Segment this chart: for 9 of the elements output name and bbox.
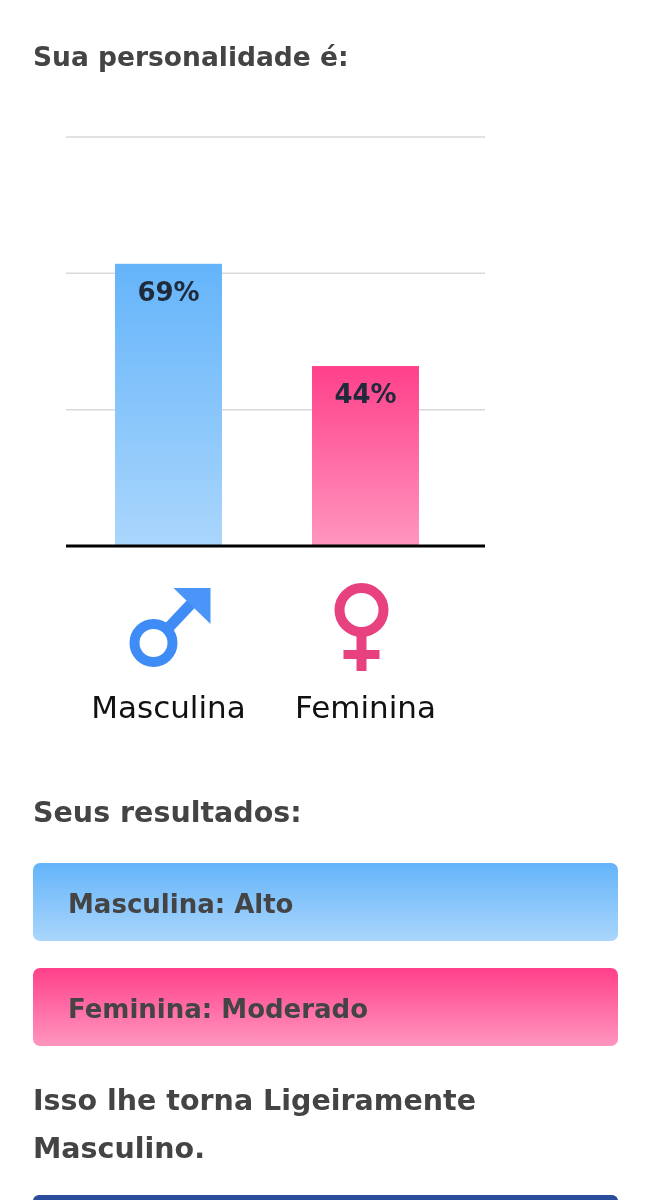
text: Feminina: Moderado [68,994,369,1024]
x-tick-label: Feminina [295,689,436,725]
text: Masculina: Alto [68,889,294,919]
chart-title: Sua personalidade é: [33,41,349,72]
data-label: 44% [334,379,397,410]
x-tick-label: Masculina [91,689,246,725]
text: Seus resultados: [33,796,302,829]
text: Isso lhe torna Ligeiramente Masculino. [33,1084,477,1165]
data-label: 69% [137,276,200,307]
